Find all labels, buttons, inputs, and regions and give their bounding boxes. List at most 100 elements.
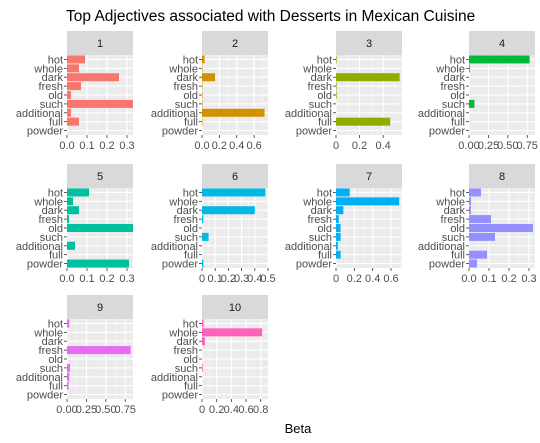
x-tick-label: 0.2 [221, 273, 236, 285]
bar-whole [67, 64, 79, 73]
bar-such [336, 232, 341, 241]
chart-title: Top Adjectives associated with Desserts … [66, 8, 475, 25]
y-tick-label: full [49, 250, 63, 262]
x-tick-label: 0.4 [365, 273, 380, 285]
y-tick-label: powder [27, 390, 63, 402]
x-tick-label: 0 [333, 140, 339, 152]
y-tick-label: dark [42, 72, 64, 84]
x-tick-label: 0.1 [208, 273, 223, 285]
y-tick-label: old [317, 223, 332, 235]
bar-full [469, 250, 487, 259]
y-tick-label: fresh [39, 214, 63, 226]
bar-additional [67, 372, 70, 381]
y-tick-label: powder [296, 126, 332, 138]
bar-full [67, 381, 69, 390]
y-tick-label: old [450, 90, 465, 102]
bar-whole [67, 197, 73, 206]
x-tick-label: 0.0 [461, 273, 476, 285]
bar-dark [202, 206, 255, 215]
y-tick-label: such [175, 99, 198, 111]
facet-strip [67, 164, 133, 188]
x-tick-label: 0.3 [234, 273, 249, 285]
x-tick-label: 0.2 [99, 273, 114, 285]
x-tick-label: 0.6 [383, 273, 398, 285]
y-tick-label: old [48, 223, 63, 235]
x-tick-label: 0.75 [115, 404, 136, 416]
facet-panel-3: 3 hotwholedarkfresholdsuchadditionalfullp… [285, 31, 402, 152]
facet-strip [202, 31, 268, 55]
x-tick-label: 0.4 [224, 404, 239, 416]
y-tick-label: whole [168, 327, 198, 339]
y-tick-label: old [183, 223, 198, 235]
y-tick-label: powder [162, 390, 198, 402]
facet-strip-label: 7 [366, 171, 372, 183]
y-tick-label: additional [285, 241, 332, 253]
y-tick-label: hot [183, 318, 198, 330]
y-tick-label: whole [302, 63, 332, 75]
y-tick-label: additional [285, 108, 332, 120]
y-tick-label: whole [168, 196, 198, 208]
y-tick-label: old [183, 354, 198, 366]
y-tick-label: hot [317, 54, 332, 66]
x-tick-label: 0.3 [521, 273, 536, 285]
y-tick-label: such [175, 363, 198, 375]
y-tick-label: such [175, 232, 198, 244]
y-tick-label: fresh [308, 81, 332, 93]
bar-dark [67, 73, 119, 82]
x-tick-label: 0.0 [59, 273, 74, 285]
bar-fresh [336, 215, 339, 224]
facet-panel-2: 2 hotwholedarkfresholdsuchadditionalfullp… [151, 31, 268, 152]
y-tick-label: dark [177, 336, 199, 348]
facet-panel-7: 7 hotwholedarkfresholdsuchadditionalfullp… [285, 164, 402, 285]
bar-powder [469, 259, 477, 268]
y-tick-label: such [442, 232, 465, 244]
y-tick-label: whole [168, 63, 198, 75]
x-tick-label: 0.2 [99, 140, 114, 152]
y-tick-label: old [183, 90, 198, 102]
bar-such [202, 232, 209, 241]
bar-hot [67, 188, 89, 197]
x-tick-label: 0.2 [352, 140, 367, 152]
y-tick-label: full [318, 250, 332, 262]
bar-such [67, 363, 71, 372]
facet-panel-4: 4 hotwholedarkfresholdsuchadditionalfullp… [418, 31, 538, 152]
bar-dark [336, 73, 400, 82]
bar-additional [67, 241, 75, 250]
bar-fresh [202, 215, 204, 224]
y-tick-label: full [184, 250, 198, 262]
bar-full [336, 250, 341, 259]
bar-additional [202, 108, 265, 117]
facet-strip [67, 295, 133, 319]
y-tick-label: additional [151, 241, 198, 253]
facet-strip-label: 2 [232, 38, 238, 50]
facet-strip [202, 295, 268, 319]
bar-old [336, 91, 337, 99]
facet-strip-label: 9 [97, 302, 103, 314]
facet-panel-5: 5 hotwholedarkfresholdsuchadditionalfullp… [16, 164, 135, 285]
bar-hot [67, 319, 70, 328]
facet-strip [202, 164, 268, 188]
bar-old [67, 91, 71, 99]
y-tick-label: fresh [441, 214, 465, 226]
y-tick-label: additional [16, 241, 63, 253]
x-tick-label: 0.3 [119, 140, 134, 152]
bar-such [202, 363, 203, 372]
x-tick-label: 0.0 [194, 140, 209, 152]
y-tick-label: whole [435, 196, 465, 208]
y-tick-label: powder [429, 259, 465, 271]
y-tick-label: fresh [39, 81, 63, 93]
y-tick-label: hot [48, 54, 63, 66]
x-tick-label: 0.2 [212, 140, 227, 152]
y-tick-label: dark [444, 72, 466, 84]
facet-strip [469, 31, 535, 55]
bar-full [67, 117, 79, 126]
x-tick-label: 0.1 [79, 140, 94, 152]
bar-old [67, 224, 133, 232]
y-tick-label: whole [33, 63, 63, 75]
y-tick-label: dark [42, 205, 64, 217]
facet-strip [469, 164, 535, 188]
x-tick-label: 0.3 [119, 273, 134, 285]
y-tick-label: such [40, 363, 63, 375]
y-tick-label: such [442, 99, 465, 111]
y-tick-label: such [309, 232, 332, 244]
